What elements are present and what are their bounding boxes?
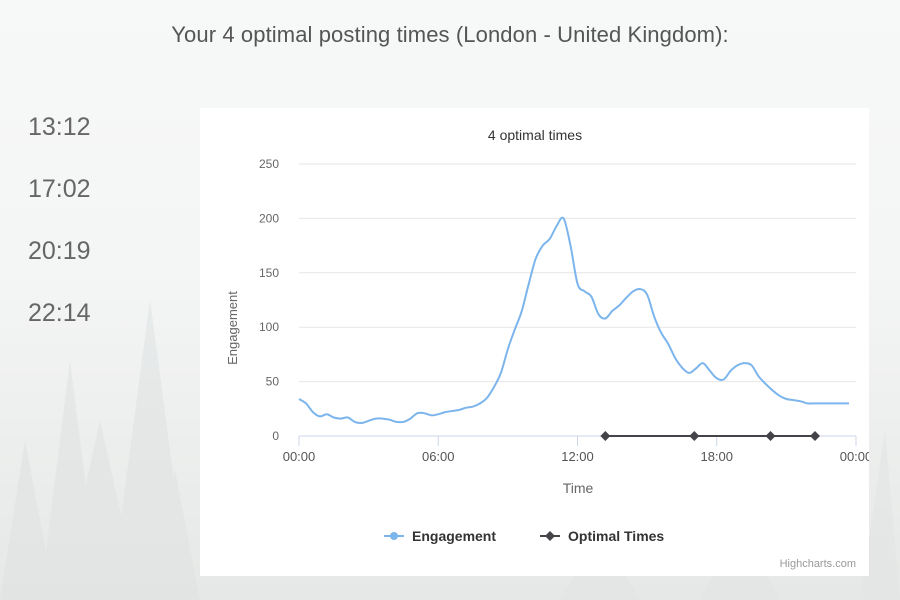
y-tick-label: 100 — [259, 320, 279, 334]
optimal-time-marker[interactable] — [600, 431, 611, 441]
optimal-times-list: 13:12 17:02 20:19 22:14 — [28, 112, 91, 360]
x-axis-title: Time — [563, 480, 594, 496]
legend-engagement-marker — [390, 532, 398, 540]
x-tick-label: 00:00 — [840, 449, 869, 464]
chart-title: 4 optimal times — [488, 127, 582, 143]
engagement-series-line[interactable] — [298, 216, 849, 424]
optimal-time-item: 13:12 — [28, 113, 91, 141]
y-tick-label: 0 — [272, 429, 279, 443]
legend-engagement-label: Engagement — [412, 528, 496, 544]
optimal-time-item: 20:19 — [28, 237, 91, 265]
legend-item-engagement[interactable]: Engagement — [384, 528, 496, 544]
x-tick-label: 18:00 — [700, 449, 733, 464]
optimal-time-marker[interactable] — [689, 431, 700, 441]
legend-optimal-label: Optimal Times — [568, 528, 664, 544]
x-tick-label: 12:00 — [561, 449, 594, 464]
y-tick-label: 200 — [259, 211, 279, 225]
engagement-chart: 4 optimal times 0 50 100 150 200 250 00:00 06:… — [225, 127, 869, 544]
chart-card: 4 optimal times 0 50 100 150 200 250 00:00 06:… — [200, 108, 869, 576]
optimal-time-marker[interactable] — [809, 431, 820, 441]
y-tick-label: 250 — [259, 157, 279, 171]
legend-item-optimal-times[interactable]: Optimal Times — [540, 528, 664, 544]
page-headline: Your 4 optimal posting times (London - U… — [171, 22, 729, 47]
optimal-time-item: 22:14 — [28, 299, 91, 327]
optimal-time-item: 17:02 — [28, 175, 91, 203]
y-axis-title: Engagement — [225, 291, 240, 365]
legend-optimal-marker — [545, 531, 555, 541]
y-tick-label: 50 — [266, 375, 280, 389]
y-tick-label: 150 — [259, 266, 279, 280]
x-tick-label: 06:00 — [422, 449, 455, 464]
chart-legend: Engagement Optimal Times — [384, 528, 664, 544]
optimal-time-marker[interactable] — [765, 431, 776, 441]
x-tick-label: 00:00 — [283, 449, 316, 464]
highcharts-credit-link[interactable]: Highcharts.com — [779, 558, 856, 570]
